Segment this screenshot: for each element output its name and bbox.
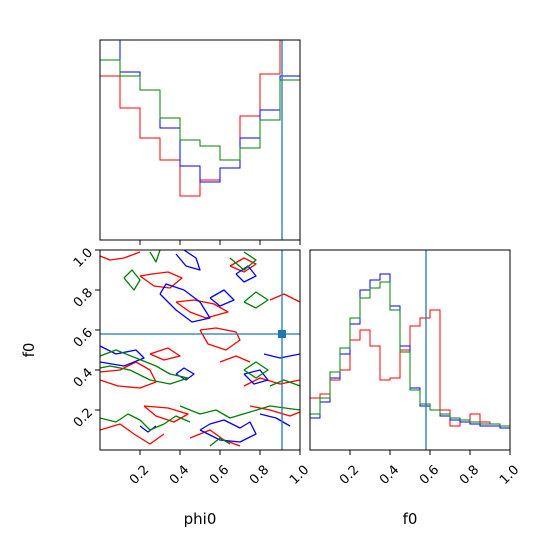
contour-red [219,355,251,363]
histogram-phi0-blue [100,40,300,240]
contour-blue [175,250,201,271]
histogram-phi0-green [100,59,300,240]
contour-green [209,437,231,447]
contour-green [123,269,141,291]
histogram-phi0-frame [99,39,301,241]
contour-green [100,349,189,385]
contour-red [199,327,241,351]
contour-green [269,379,300,387]
contour-green [243,361,269,379]
contour-red [100,423,165,445]
contour-blue [235,265,257,283]
xlabel-f0: f0 [403,510,418,528]
contour-red [175,299,229,319]
contour-green [229,251,257,271]
ylabel-f0: f0 [20,343,38,358]
histogram-phi0-panel [99,39,301,245]
contour-blue [259,413,291,427]
contour-red [189,429,241,447]
contour-frame [99,249,301,451]
xlabel-phi0: phi0 [184,510,217,528]
contour-red [139,271,183,289]
contour-blue [243,369,269,385]
contour-green [149,250,161,263]
contour-green [243,291,269,309]
contour-red [269,293,300,303]
truth-marker [278,330,286,338]
contour-red [249,405,300,417]
histogram-f0-green [310,281,510,450]
histogram-phi0-series [100,40,300,240]
contour-blue [263,353,300,359]
contour-blue [175,367,195,381]
contour-blue [199,419,257,443]
contour-red [149,347,181,361]
histogram-f0-frame [309,249,511,451]
contour-series [100,250,300,450]
contour-red [100,251,141,261]
histogram-phi0-red [100,40,281,240]
contour-blue [209,289,235,307]
contour-red [229,257,257,273]
contour-green [100,413,191,431]
contour-blue [100,345,145,367]
contour-phi0-f0-panel: 0.2 0.4 0.6 0.8 1.00.20.40.60.81.0 [71,245,312,487]
contour-green [179,405,300,419]
contour-blue [159,283,211,323]
histogram-f0-series [310,273,510,450]
